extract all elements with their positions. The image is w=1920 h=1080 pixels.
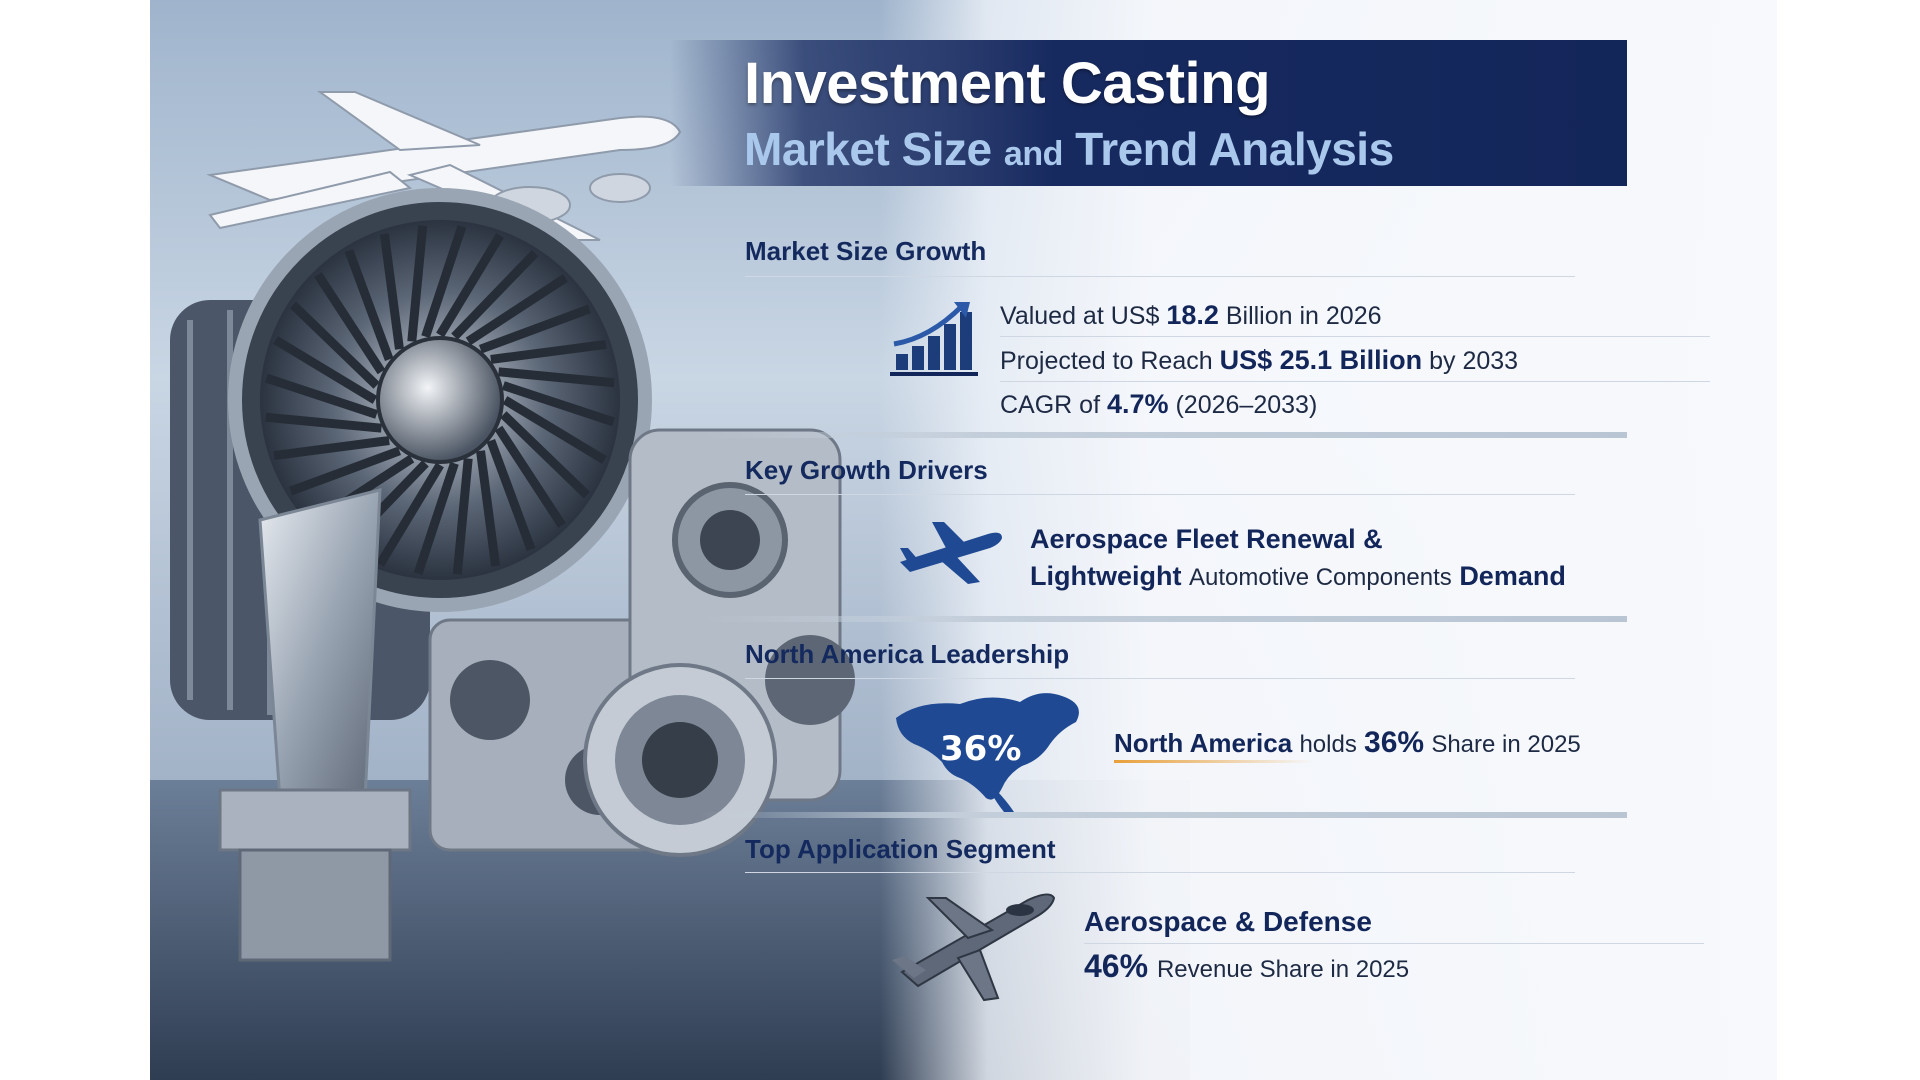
north-america-share-line: North America holds 36% Share in 2025: [1114, 726, 1581, 759]
fan-blade: [264, 373, 379, 419]
top-segment-title: Top Application Segment: [745, 834, 1056, 864]
fan-blade: [500, 411, 591, 499]
fan-blade: [407, 225, 428, 342]
driver-line-1: Aerospace Fleet Renewal &: [1030, 524, 1383, 554]
divider: [745, 678, 1575, 679]
fan-blade: [451, 249, 539, 340]
fan-blade: [379, 233, 404, 350]
bar-growth-chart-icon: [890, 302, 978, 376]
fan-blade: [465, 274, 568, 346]
fan-blade: [273, 336, 378, 404]
fan-blade: [502, 396, 607, 464]
divider: [745, 872, 1575, 873]
fan-blade: [273, 436, 390, 461]
cagr-line: CAGR of 4.7% (2026–2033): [1000, 389, 1318, 419]
divider: [1000, 336, 1710, 337]
divider: [745, 494, 1575, 495]
fan-blade: [494, 425, 566, 528]
title-banner: [670, 40, 1627, 186]
subtitle-and: and: [1003, 135, 1063, 173]
section-separator: [700, 432, 1627, 438]
market-value-2026: Valued at US$ 18.2 Billion in 2026: [1000, 300, 1382, 330]
page-title: Investment Casting: [744, 51, 1271, 116]
market-projection-2033: Projected to Reach US$ 25.1 Billion by 2…: [1000, 345, 1519, 375]
driver-line-2: Lightweight Automotive Components Demand: [1030, 561, 1566, 591]
fan-blade: [344, 249, 394, 362]
fan-blade: [501, 381, 616, 427]
drivers-title: Key Growth Drivers: [745, 455, 988, 485]
subtitle-part-b: Trend Analysis: [1075, 123, 1394, 175]
fan-blade: [289, 446, 402, 496]
divider: [1084, 943, 1704, 944]
fan-blade: [478, 304, 591, 354]
fan-blade: [452, 458, 473, 575]
fan-blade: [476, 450, 501, 567]
divider: [745, 276, 1575, 277]
map-share-label: 36%: [940, 729, 1021, 769]
top-segment-share-line: 46% Revenue Share in 2025: [1084, 948, 1410, 984]
fan-blade: [413, 461, 459, 576]
fighter-jet-icon: [892, 893, 1056, 1002]
divider: [1000, 381, 1710, 382]
top-segment-name: Aerospace & Defense: [1084, 906, 1372, 937]
fan-blade: [486, 438, 536, 551]
subtitle-part-a: Market Size: [744, 123, 992, 175]
fan-blade: [376, 462, 444, 567]
fan-blade: [436, 233, 504, 338]
fan-blade: [265, 412, 382, 433]
fan-blade: [421, 224, 467, 339]
fan-blade: [314, 272, 386, 375]
market-size-title: Market Size Growth: [745, 236, 987, 266]
section-separator: [700, 616, 1627, 622]
north-america-title: North America Leadership: [745, 639, 1070, 669]
north-america-map-icon: 36%: [896, 693, 1079, 812]
accent-underline: [1114, 760, 1314, 763]
fan-blade: [498, 367, 615, 388]
airplane-icon: [900, 522, 1002, 584]
page-subtitle: Market Size and Trend Analysis: [744, 122, 1394, 176]
fan-blade: [289, 301, 380, 389]
fan-blade: [490, 339, 607, 364]
section-separator: [700, 812, 1627, 818]
